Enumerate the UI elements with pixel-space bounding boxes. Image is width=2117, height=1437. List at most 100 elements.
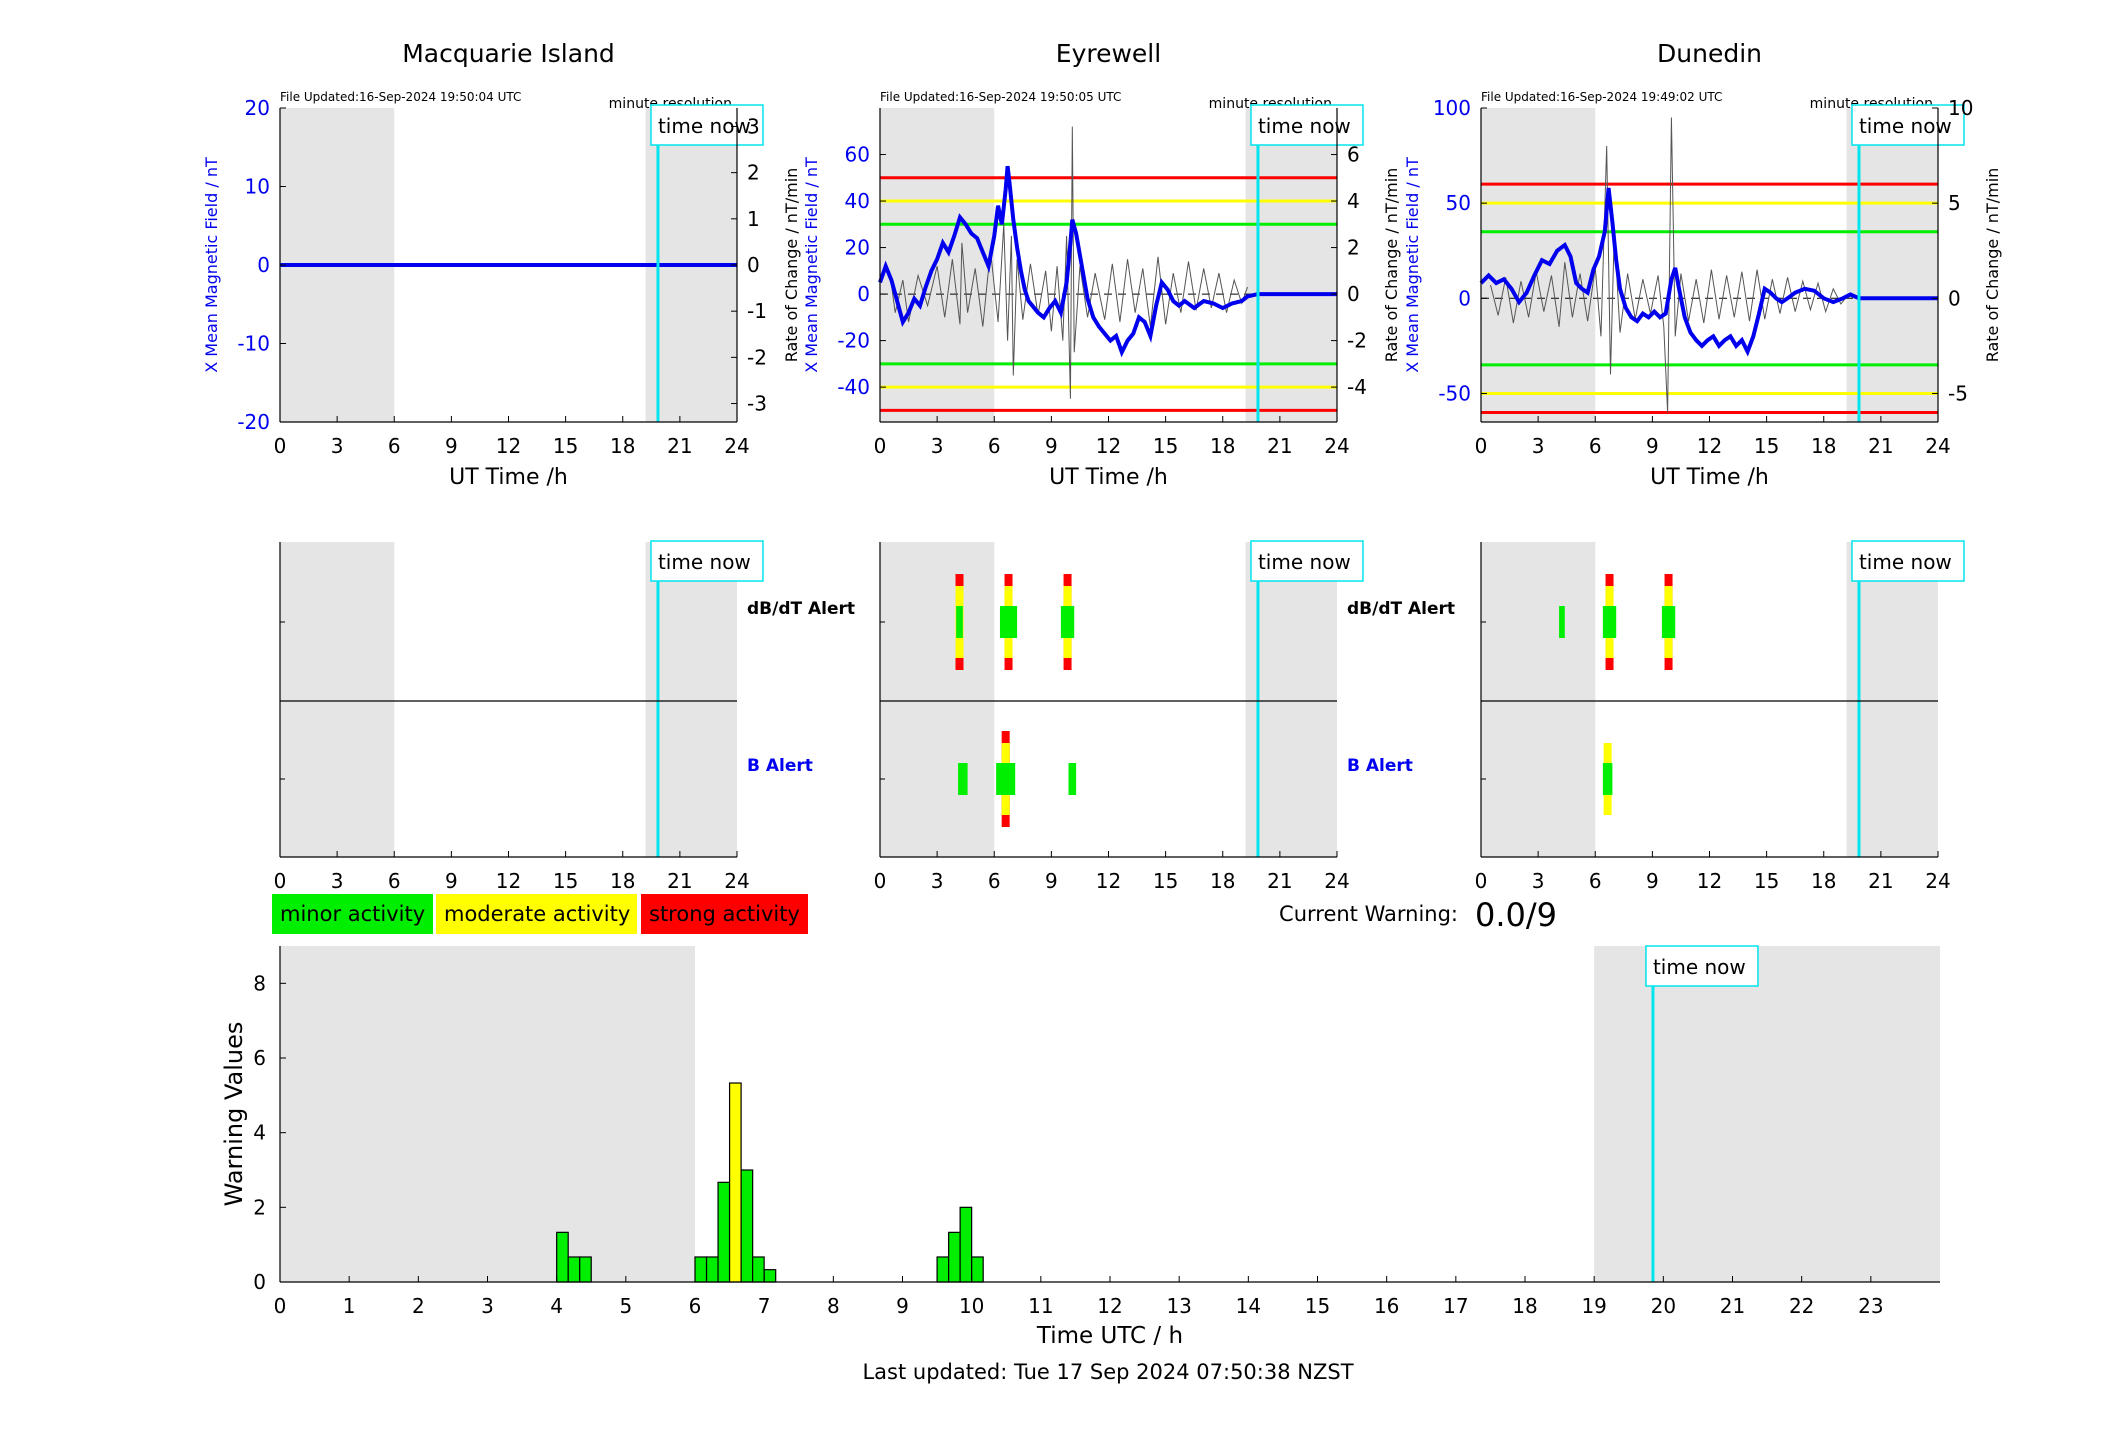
x-tick-label: 16: [1374, 1294, 1399, 1318]
time-now-box: [650, 104, 764, 146]
x-tick-label: 15: [1754, 869, 1779, 893]
x-tick-label: 12: [496, 434, 521, 458]
warning-bar: [752, 1256, 765, 1283]
alert-minor-mark: [1060, 606, 1075, 638]
y-tick-label: -10: [237, 332, 270, 356]
x-tick-label: 19: [1581, 1294, 1606, 1318]
night-shade: [1245, 108, 1337, 422]
y-tick-label: -20: [837, 329, 870, 353]
y-tick-label: 4: [253, 1121, 266, 1145]
x-tick-label: 6: [388, 434, 401, 458]
warning-bar: [567, 1256, 581, 1283]
x-tick-label: 12: [1697, 869, 1722, 893]
x-tick-label: 20: [1651, 1294, 1676, 1318]
x-tick-label: 21: [1267, 434, 1292, 458]
warning-bar: [763, 1269, 777, 1283]
x-tick-label: 15: [553, 434, 578, 458]
y-right-axis-label: Rate of Change / nT/min: [1382, 168, 1401, 363]
x-tick-label: 0: [274, 1294, 287, 1318]
warning-bar: [959, 1206, 973, 1283]
legend-swatch: [272, 894, 433, 934]
night-shade: [1846, 542, 1938, 857]
y-axis-label: X Mean Magnetic Field / nT: [802, 157, 821, 373]
warning-bar: [971, 1256, 984, 1283]
x-tick-label: 9: [445, 434, 458, 458]
y-tick-label: 6: [253, 1046, 266, 1070]
x-tick-label: 24: [1324, 869, 1349, 893]
x-tick-label: 3: [1532, 434, 1545, 458]
alert-minor-mark: [1068, 763, 1077, 795]
x-tick-label: 0: [1475, 434, 1488, 458]
x-tick-label: 18: [1512, 1294, 1537, 1318]
x-tick-label: 8: [827, 1294, 840, 1318]
y-right-tick-label: -2: [1347, 329, 1367, 353]
x-tick-label: 24: [1925, 869, 1950, 893]
x-axis-label: Time UTC / h: [1036, 1323, 1183, 1349]
current-warning-label: Current Warning:: [1279, 902, 1458, 926]
alert-minor-mark: [996, 763, 1016, 795]
dbdt-alert-label: dB/dT Alert: [747, 599, 855, 619]
y-right-tick-label: -4: [1347, 375, 1367, 399]
y-tick-label: 50: [1446, 191, 1471, 215]
b-alert-label: B Alert: [1347, 756, 1413, 776]
x-tick-label: 21: [1267, 869, 1292, 893]
y-tick-label: 0: [1458, 286, 1471, 310]
x-tick-label: 9: [896, 1294, 909, 1318]
y-tick-label: 60: [845, 143, 870, 167]
time-now-label: time now: [1859, 114, 1952, 138]
x-tick-label: 6: [1589, 434, 1602, 458]
y-right-tick-label: 10: [1948, 96, 1973, 120]
x-tick-label: 15: [1305, 1294, 1330, 1318]
night-shade: [1481, 542, 1596, 857]
y-right-axis-label: Rate of Change / nT/min: [782, 168, 801, 363]
time-now-box: [650, 540, 764, 582]
y-right-tick-label: -5: [1948, 381, 1968, 405]
y-right-tick-label: -3: [747, 392, 767, 416]
x-tick-label: 24: [1925, 434, 1950, 458]
legend-item-strong-activity: strong activity: [641, 894, 808, 934]
x-tick-label: 3: [331, 434, 344, 458]
x-tick-label: 12: [1697, 434, 1722, 458]
x-tick-label: 18: [610, 434, 635, 458]
legend-swatch: [641, 894, 808, 934]
x-tick-label: 13: [1166, 1294, 1191, 1318]
x-tick-label: 21: [1868, 434, 1893, 458]
x-tick-label: 9: [1045, 434, 1058, 458]
file-updated-label: File Updated:16-Sep-2024 19:50:05 UTC: [880, 90, 1121, 104]
x-tick-label: 9: [1646, 869, 1659, 893]
warning-bar: [717, 1181, 731, 1283]
x-tick-label: 21: [667, 869, 692, 893]
x-tick-label: 21: [667, 434, 692, 458]
station-title: Macquarie Island: [402, 39, 615, 68]
x-tick-label: 17: [1443, 1294, 1468, 1318]
legend-label: moderate activity: [444, 902, 630, 926]
y-tick-label: 8: [253, 971, 266, 995]
warning-bar: [556, 1231, 569, 1283]
x-tick-label: 14: [1236, 1294, 1261, 1318]
x-tick-label: 15: [553, 869, 578, 893]
x-tick-label: 0: [274, 869, 287, 893]
x-axis-label: UT Time /h: [1049, 465, 1168, 490]
x-tick-label: 18: [1210, 869, 1235, 893]
field-panel-dunedin: Dunedin File Updated:16-Sep-2024 19:49:02…: [1403, 39, 2002, 490]
x-tick-label: 6: [388, 869, 401, 893]
x-tick-label: 12: [1097, 1294, 1122, 1318]
night-shade: [880, 108, 995, 422]
x-tick-label: 3: [931, 869, 944, 893]
x-tick-label: 21: [1720, 1294, 1745, 1318]
legend-label: minor activity: [280, 902, 425, 926]
y-tick-label: -20: [237, 410, 270, 434]
y-right-tick-label: -2: [747, 345, 767, 369]
time-now-box: [1851, 540, 1965, 582]
alert-minor-mark: [1602, 606, 1617, 638]
x-tick-label: 24: [1324, 434, 1349, 458]
time-now-label: time now: [658, 550, 751, 574]
current-warning-value: 0.0/9: [1475, 896, 1557, 934]
field-panel-macquarie-island: Macquarie Island File Updated:16-Sep-2024…: [202, 39, 801, 490]
y-right-tick-label: 0: [1948, 286, 1961, 310]
x-tick-label: 3: [481, 1294, 494, 1318]
x-axis-label: UT Time /h: [449, 465, 568, 490]
x-tick-label: 3: [1532, 869, 1545, 893]
